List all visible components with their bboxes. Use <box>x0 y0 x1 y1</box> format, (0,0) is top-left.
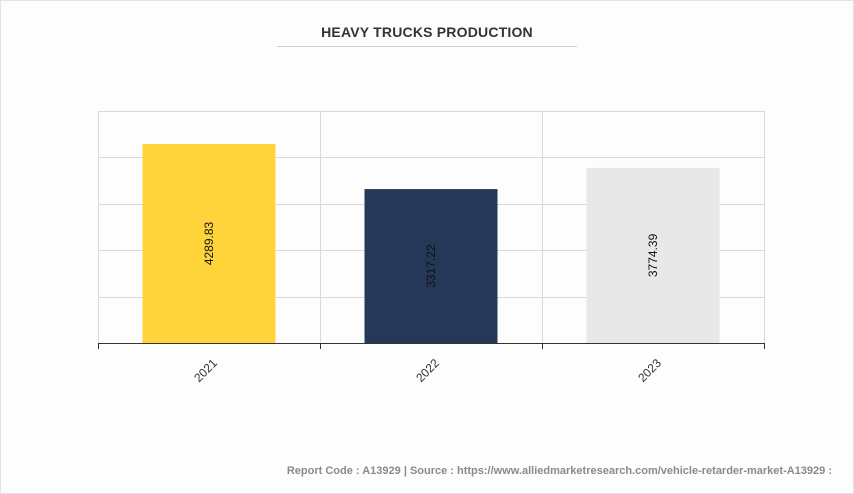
x-axis: 2021 2022 2023 <box>98 343 765 385</box>
chart-title: HEAVY TRUCKS PRODUCTION <box>321 24 533 40</box>
bar-value-label: 4289.83 <box>202 221 216 265</box>
bar-2023 <box>586 167 720 343</box>
bar-2022 <box>364 189 498 343</box>
report-source-footer: Report Code : A13929 | Source : https://… <box>286 465 832 477</box>
x-tick-label: 2022 <box>413 356 442 385</box>
x-tick-label: 2021 <box>191 356 220 385</box>
bar-value-label: 3774.39 <box>646 233 660 277</box>
title-underline <box>277 46 577 47</box>
bar-value-label: 3317.22 <box>424 244 438 288</box>
bar-series: 4289.83 3317.22 3774.39 <box>142 143 720 343</box>
bar-2021 <box>142 143 276 343</box>
x-tick-label: 2023 <box>635 356 664 385</box>
